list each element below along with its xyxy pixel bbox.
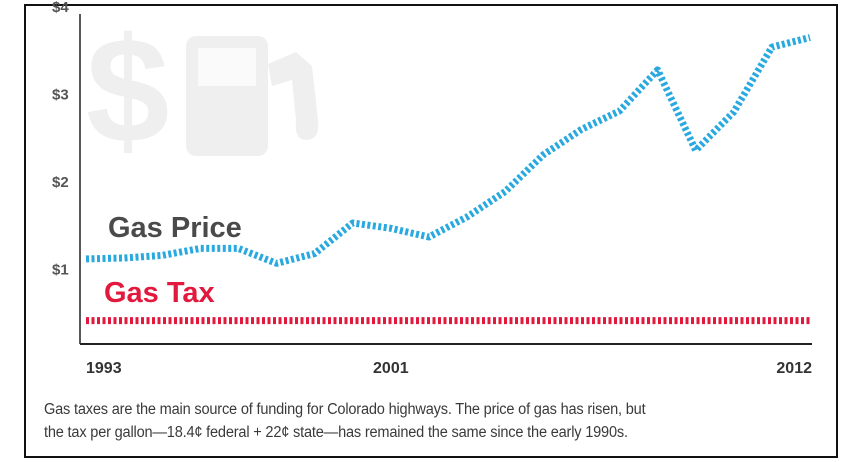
x-tick-labels: 1993 2001 2012 [86, 360, 812, 377]
y-tick-label: $1 [52, 262, 69, 279]
dollar-gas-pump-icon: $ [86, 6, 319, 174]
x-tick-label: 2001 [373, 360, 409, 377]
y-tick-label: $2 [52, 174, 69, 191]
svg-text:$: $ [86, 6, 169, 174]
chart-caption: Gas taxes are the main source of funding… [44, 398, 787, 444]
gas-price-label: Gas Price [108, 212, 242, 244]
chart-frame [24, 4, 838, 458]
gas-tax-label: Gas Tax [104, 277, 215, 309]
caption-line-2: the tax per gallon—18.4¢ federal + 22¢ s… [44, 424, 628, 441]
caption-line-1: Gas taxes are the main source of funding… [44, 401, 646, 418]
series-layer [85, 34, 811, 325]
y-tick-label: $4 [52, 0, 69, 16]
y-tick-label: $3 [52, 87, 69, 104]
series-line-gas-price [85, 34, 811, 267]
x-tick-label: 2012 [776, 360, 812, 377]
gas-price-tax-chart: $ $1 $2 $3 $4 1993 2001 2012 Gas Price Gas Ta… [52, 0, 812, 377]
y-tick-labels: $1 $2 $3 $4 [52, 0, 69, 279]
x-tick-label: 1993 [86, 360, 122, 377]
